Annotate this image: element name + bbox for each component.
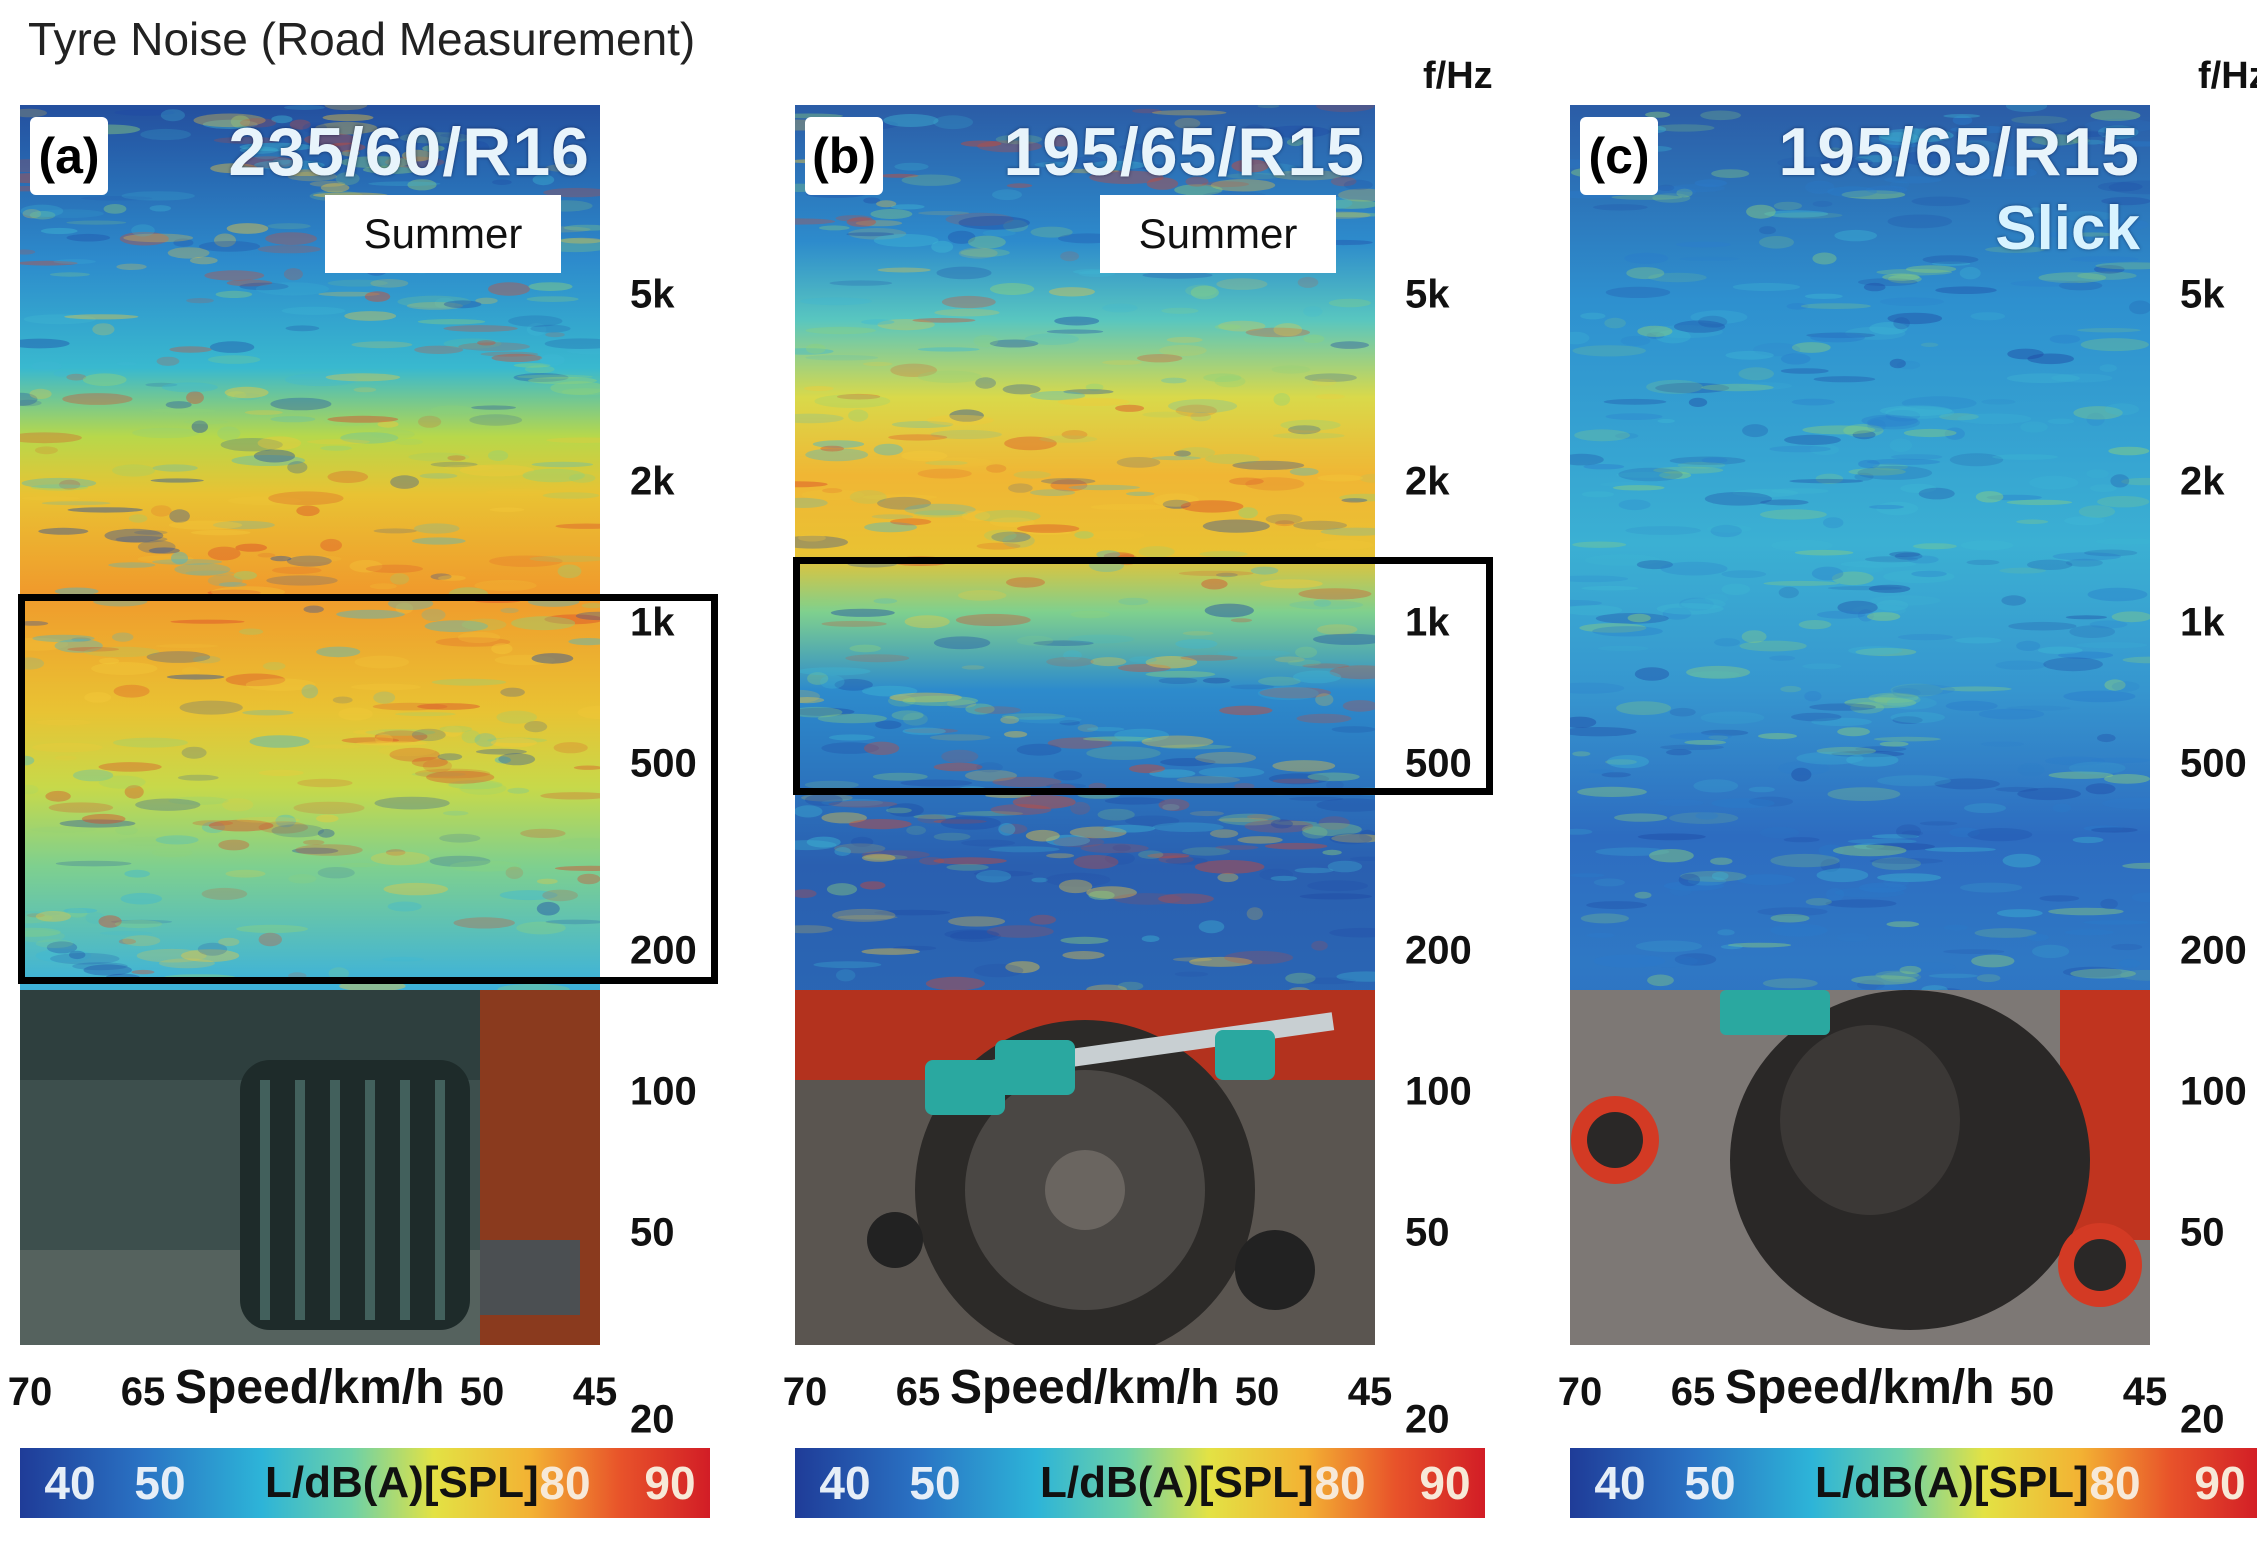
y-tick-label: 5k	[2180, 272, 2225, 317]
tyre-type-label: Summer	[1100, 195, 1336, 273]
x-tick-label: 70	[7, 1370, 53, 1414]
colorbar-label: L/dB(A)[SPL]	[1040, 1458, 1314, 1507]
slick-wheel-with-microphones-photo	[1570, 990, 2150, 1345]
chart-panel: (b) 195/65/R15 Summer f/Hz 20 50 100 200 500 1k 2k…	[783, 55, 1615, 1518]
colorbar-tick-label: 40	[1594, 1457, 1646, 1509]
colorbar-tick-label: 80	[2089, 1457, 2141, 1509]
chart-panel: (a) 235/60/R16 Summer 20 50 100 200 500 1k 2k 5k 70…	[8, 95, 840, 1518]
tyre-type-label: Slick	[1995, 194, 2140, 263]
tyre-rear-view-photo	[20, 990, 600, 1345]
colorbar-tick-label: 80	[539, 1457, 591, 1509]
x-tick-label: 45	[2122, 1370, 2168, 1414]
y-tick-label: 100	[630, 1069, 697, 1114]
panel-label: (b)	[805, 117, 883, 195]
x-axis-label: Speed/km/h	[175, 1361, 445, 1414]
y-tick-label: 50	[1405, 1210, 1450, 1255]
y-tick-label: 50	[630, 1210, 675, 1255]
y-tick-label: 500	[1405, 741, 1472, 786]
y-tick-label: 2k	[630, 459, 675, 504]
tyre-photo	[20, 990, 600, 1345]
y-tick-label: 100	[1405, 1069, 1472, 1114]
colorbar-tick-label: 90	[1419, 1457, 1471, 1509]
y-tick-label: 20	[2180, 1397, 2225, 1442]
x-tick-label: 45	[572, 1370, 618, 1414]
y-tick-label: 5k	[1405, 272, 1450, 317]
x-tick-label: 70	[1557, 1370, 1603, 1414]
wheel-with-microphones-photo	[795, 990, 1375, 1345]
figure-title: Tyre Noise (Road Measurement)	[28, 13, 696, 65]
tyre-type-label: Summer	[325, 195, 561, 273]
tyre-photo	[1570, 990, 2150, 1345]
colorbar-tick-label: 50	[1684, 1457, 1736, 1509]
y-tick-label: 1k	[630, 600, 675, 645]
y-tick-label: 100	[2180, 1069, 2247, 1114]
colorbar-tick-label: 90	[644, 1457, 696, 1509]
colorbar-tick-label: 50	[134, 1457, 186, 1509]
y-axis-label: f/Hz	[2198, 55, 2257, 97]
x-axis-label: Speed/km/h	[1725, 1361, 1995, 1414]
colorbar-tick-label: 50	[909, 1457, 961, 1509]
tyre-size-label: 195/65/R15	[1003, 114, 1365, 190]
y-axis-label: f/Hz	[1423, 55, 1493, 97]
y-tick-label: 1k	[2180, 600, 2225, 645]
tyre-photo	[795, 990, 1375, 1345]
colorbar-label: L/dB(A)[SPL]	[265, 1458, 539, 1507]
x-tick-label: 65	[120, 1370, 166, 1414]
y-tick-label: 200	[630, 928, 697, 973]
y-tick-label: 500	[630, 741, 697, 786]
colorbar: 40 50 80 90 L/dB(A)[SPL]	[795, 1448, 1485, 1518]
x-tick-label: 50	[2009, 1370, 2055, 1414]
x-tick-label: 65	[895, 1370, 941, 1414]
y-tick-label: 20	[630, 1397, 675, 1442]
tyre-size-label: 235/60/R16	[228, 114, 590, 190]
x-tick-label: 45	[1347, 1370, 1393, 1414]
panel-label: (c)	[1580, 117, 1658, 195]
colorbar-tick-label: 90	[2194, 1457, 2246, 1509]
x-tick-label: 70	[782, 1370, 828, 1414]
y-tick-label: 200	[2180, 928, 2247, 973]
x-tick-label: 50	[459, 1370, 505, 1414]
spectrogram-image	[795, 105, 1375, 1080]
colorbar-tick-label: 80	[1314, 1457, 1366, 1509]
y-tick-label: 5k	[630, 272, 675, 317]
panel-label: (a)	[30, 117, 108, 195]
colorbar-tick-label: 40	[44, 1457, 96, 1509]
highlight-box	[18, 594, 718, 984]
colorbar-tick-label: 40	[819, 1457, 871, 1509]
y-tick-label: 2k	[2180, 459, 2225, 504]
x-axis-label: Speed/km/h	[950, 1361, 1220, 1414]
x-tick-label: 50	[1234, 1370, 1280, 1414]
x-tick-label: 65	[1670, 1370, 1716, 1414]
y-tick-label: 50	[2180, 1210, 2225, 1255]
y-tick-label: 500	[2180, 741, 2247, 786]
y-tick-label: 20	[1405, 1397, 1450, 1442]
highlight-box	[793, 557, 1493, 795]
y-tick-label: 2k	[1405, 459, 1450, 504]
y-tick-label: 1k	[1405, 600, 1450, 645]
y-tick-label: 200	[1405, 928, 1472, 973]
colorbar: 40 50 80 90 L/dB(A)[SPL]	[20, 1448, 710, 1518]
tyre-size-label: 195/65/R15	[1778, 114, 2140, 190]
spectrogram	[795, 105, 1375, 1080]
colorbar: 40 50 80 90 L/dB(A)[SPL]	[1570, 1448, 2257, 1518]
colorbar-label: L/dB(A)[SPL]	[1815, 1458, 2089, 1507]
